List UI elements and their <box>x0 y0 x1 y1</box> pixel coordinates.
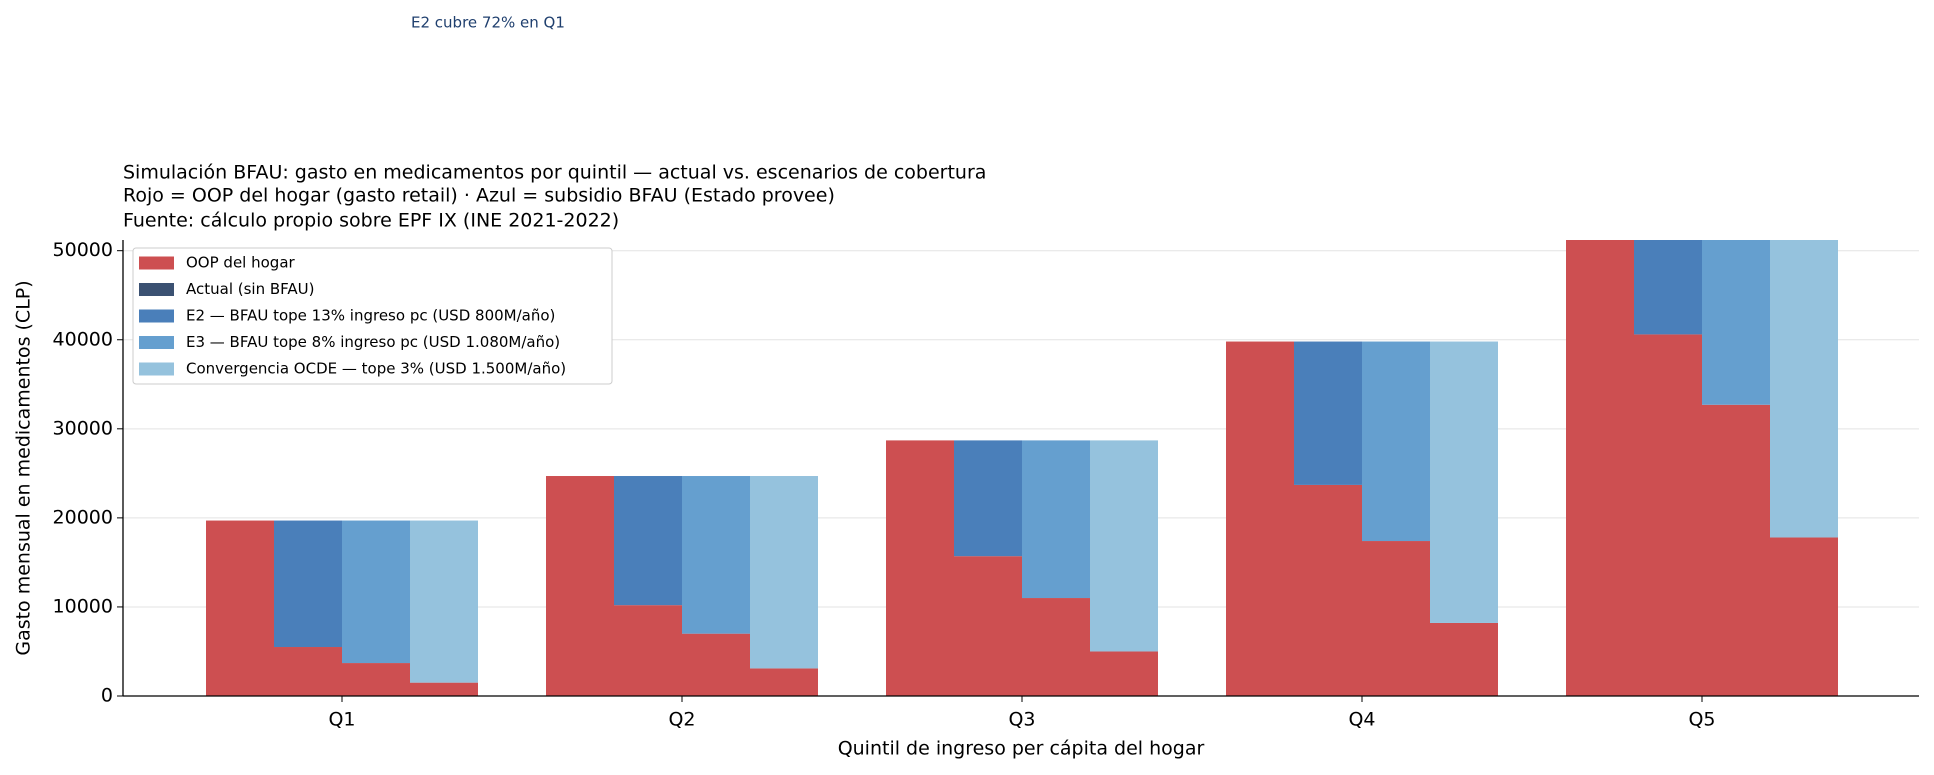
legend-label: E2 — BFAU tope 13% ingreso pc (USD 800M/… <box>186 307 555 325</box>
x-tick-label: Q5 <box>1688 709 1715 731</box>
legend: OOP del hogar Actual (sin BFAU) E2 — BFAU … <box>132 247 613 385</box>
oop-segment <box>954 556 1022 696</box>
legend-swatch <box>139 336 174 349</box>
oop-segment <box>206 520 274 696</box>
subsidy-segment <box>1362 341 1430 542</box>
oop-segment <box>682 633 750 696</box>
subsidy-segment <box>682 476 750 634</box>
legend-label: OOP del hogar <box>186 254 296 272</box>
x-tick-label: Q3 <box>1008 709 1035 731</box>
title-line: Simulación BFAU: gasto en medicamentos p… <box>123 162 986 184</box>
oop-segment <box>1022 598 1090 696</box>
subsidy-segment <box>1770 240 1838 538</box>
x-tick-label: Q4 <box>1348 709 1375 731</box>
oop-segment <box>1090 651 1158 696</box>
y-tick-label: 30000 <box>53 417 113 439</box>
legend-box <box>132 247 613 385</box>
oop-segment <box>1634 334 1702 696</box>
subsidy-segment <box>342 520 410 664</box>
x-tick-label: Q2 <box>668 709 695 731</box>
y-tick-label: 10000 <box>53 595 113 617</box>
subsidy-segment <box>1634 240 1702 335</box>
y-tick-label: 40000 <box>53 328 113 350</box>
y-axis-label: Gasto mensual en medicamentos (CLP) <box>13 280 35 655</box>
oop-segment <box>886 440 954 696</box>
title-line: Rojo = OOP del hogar (gasto retail) · Az… <box>123 185 835 207</box>
oop-segment <box>546 476 614 696</box>
y-tick-label: 20000 <box>53 506 113 528</box>
legend-label: Actual (sin BFAU) <box>186 280 315 298</box>
legend-label: E3 — BFAU tope 8% ingreso pc (USD 1.080M… <box>186 333 560 351</box>
oop-segment <box>342 663 410 696</box>
oop-segment <box>614 605 682 696</box>
legend-swatch <box>139 283 174 296</box>
title-line: Fuente: cálculo propio sobre EPF IX (INE… <box>123 210 619 232</box>
x-tick-label: Q1 <box>328 709 355 731</box>
subsidy-segment <box>1294 341 1362 485</box>
y-tick-label: 0 <box>101 685 113 707</box>
subsidy-segment <box>1022 440 1090 599</box>
oop-segment <box>274 647 342 696</box>
legend-swatch <box>139 256 174 270</box>
oop-segment <box>1430 622 1498 696</box>
bars-layer <box>206 240 1838 696</box>
oop-segment <box>1566 240 1634 696</box>
subsidy-segment <box>274 520 342 648</box>
subsidy-segment <box>954 440 1022 557</box>
subsidy-segment <box>1090 440 1158 652</box>
subsidy-segment <box>1430 341 1498 623</box>
oop-segment <box>410 682 478 696</box>
subsidy-segment <box>410 520 478 683</box>
oop-segment <box>1702 404 1770 696</box>
subsidy-segment <box>750 476 818 669</box>
oop-segment <box>1226 341 1294 696</box>
legend-label: Convergencia OCDE — tope 3% (USD 1.500M/… <box>186 360 566 378</box>
annotation: E2 cubre 72% en Q1 <box>411 14 565 32</box>
y-tick-label: 50000 <box>53 239 113 261</box>
oop-segment <box>1770 537 1838 696</box>
subsidy-segment <box>1702 240 1770 405</box>
oop-segment <box>1294 484 1362 696</box>
oop-segment <box>1362 541 1430 696</box>
legend-swatch <box>139 309 174 323</box>
subsidy-segment <box>614 476 682 606</box>
x-axis-label: Quintil de ingreso per cápita del hogar <box>838 738 1205 760</box>
oop-segment <box>750 668 818 696</box>
legend-swatch <box>139 362 174 376</box>
